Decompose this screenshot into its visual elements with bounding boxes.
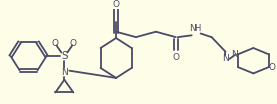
Text: O: O [268,63,275,72]
Text: O: O [52,39,59,48]
Text: N: N [222,54,229,63]
Text: N: N [189,24,196,33]
Text: O: O [112,0,120,9]
Text: H: H [194,24,201,33]
Text: N: N [232,50,238,59]
Text: N: N [61,68,68,77]
Text: O: O [172,53,179,62]
Text: S: S [61,51,68,61]
Text: O: O [70,39,77,48]
